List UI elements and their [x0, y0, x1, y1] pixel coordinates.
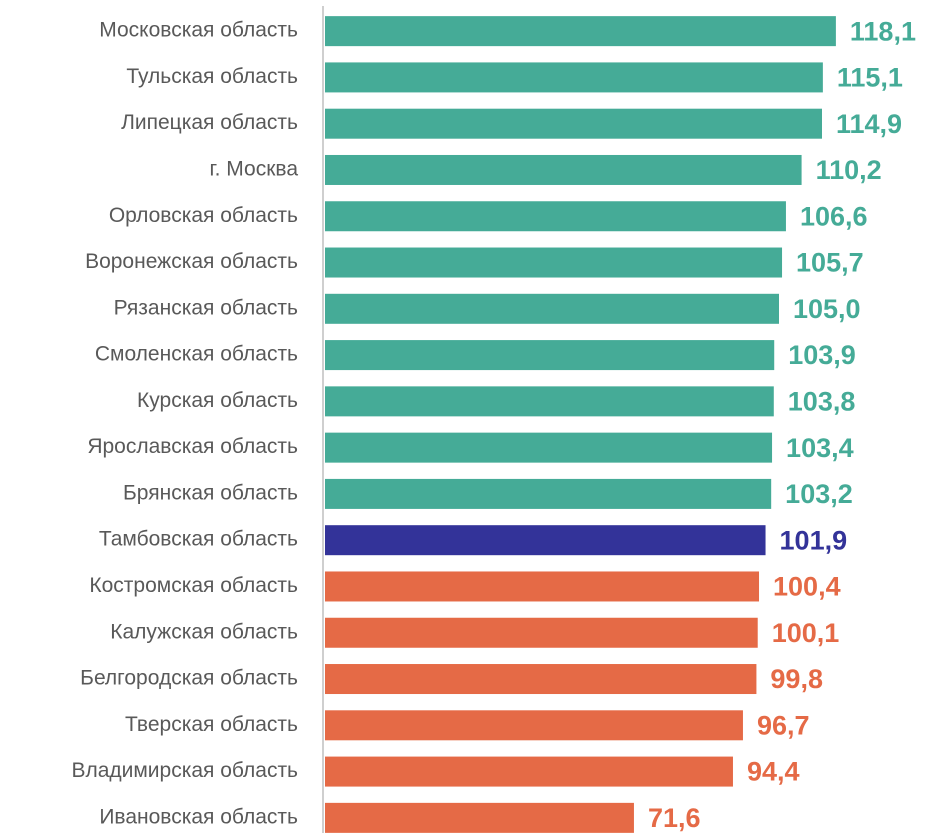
category-label: Тверская область	[125, 713, 298, 736]
category-label: Белгородская область	[80, 667, 298, 690]
category-label: Владимирская область	[71, 759, 298, 782]
bar	[325, 802, 634, 833]
category-label: г. Москва	[210, 158, 299, 181]
bar	[325, 664, 757, 695]
category-label: Брянская область	[123, 481, 298, 504]
category-label: Смоленская область	[95, 343, 298, 366]
value-label: 114,9	[836, 109, 902, 139]
bar	[325, 432, 773, 463]
value-label: 115,1	[837, 63, 903, 93]
category-label: Калужская область	[110, 620, 298, 643]
bar	[325, 154, 802, 185]
category-label: Липецкая область	[121, 111, 298, 134]
bar	[325, 108, 822, 139]
category-label: Московская область	[99, 19, 298, 42]
value-label: 99,8	[770, 664, 823, 694]
category-label: Курская область	[137, 389, 298, 412]
bar	[325, 571, 760, 602]
bar	[325, 386, 774, 417]
value-label: 101,9	[780, 525, 848, 555]
category-label: Костромская область	[89, 574, 298, 597]
bar	[325, 62, 823, 93]
value-label: 94,4	[747, 757, 800, 787]
value-label: 96,7	[757, 710, 810, 740]
bar	[325, 16, 836, 47]
value-label: 110,2	[816, 155, 882, 185]
value-label: 103,4	[786, 433, 854, 463]
bar	[325, 525, 766, 556]
category-label: Ивановская область	[99, 805, 298, 828]
value-label: 105,7	[796, 248, 864, 278]
value-label: 100,4	[773, 572, 841, 602]
category-label: Воронежская область	[85, 250, 298, 273]
bar	[325, 756, 733, 787]
category-label: Орловская область	[109, 204, 298, 227]
bar	[325, 617, 758, 648]
bar	[325, 478, 772, 509]
bar	[325, 340, 775, 371]
category-label: Тамбовская область	[99, 528, 298, 551]
bar	[325, 293, 779, 324]
value-label: 103,2	[785, 479, 853, 509]
value-label: 106,6	[800, 201, 868, 231]
value-label: 103,9	[788, 340, 856, 370]
category-label: Ярославская область	[87, 435, 298, 458]
bar	[325, 247, 783, 278]
value-label: 100,1	[772, 618, 840, 648]
bar	[325, 710, 743, 741]
value-label: 118,1	[850, 16, 916, 46]
value-label: 71,6	[648, 803, 701, 833]
bar	[325, 201, 786, 232]
category-label: Тульская область	[126, 65, 298, 88]
value-label: 103,8	[788, 386, 856, 416]
category-label: Рязанская область	[114, 296, 298, 319]
value-label: 105,0	[793, 294, 861, 324]
